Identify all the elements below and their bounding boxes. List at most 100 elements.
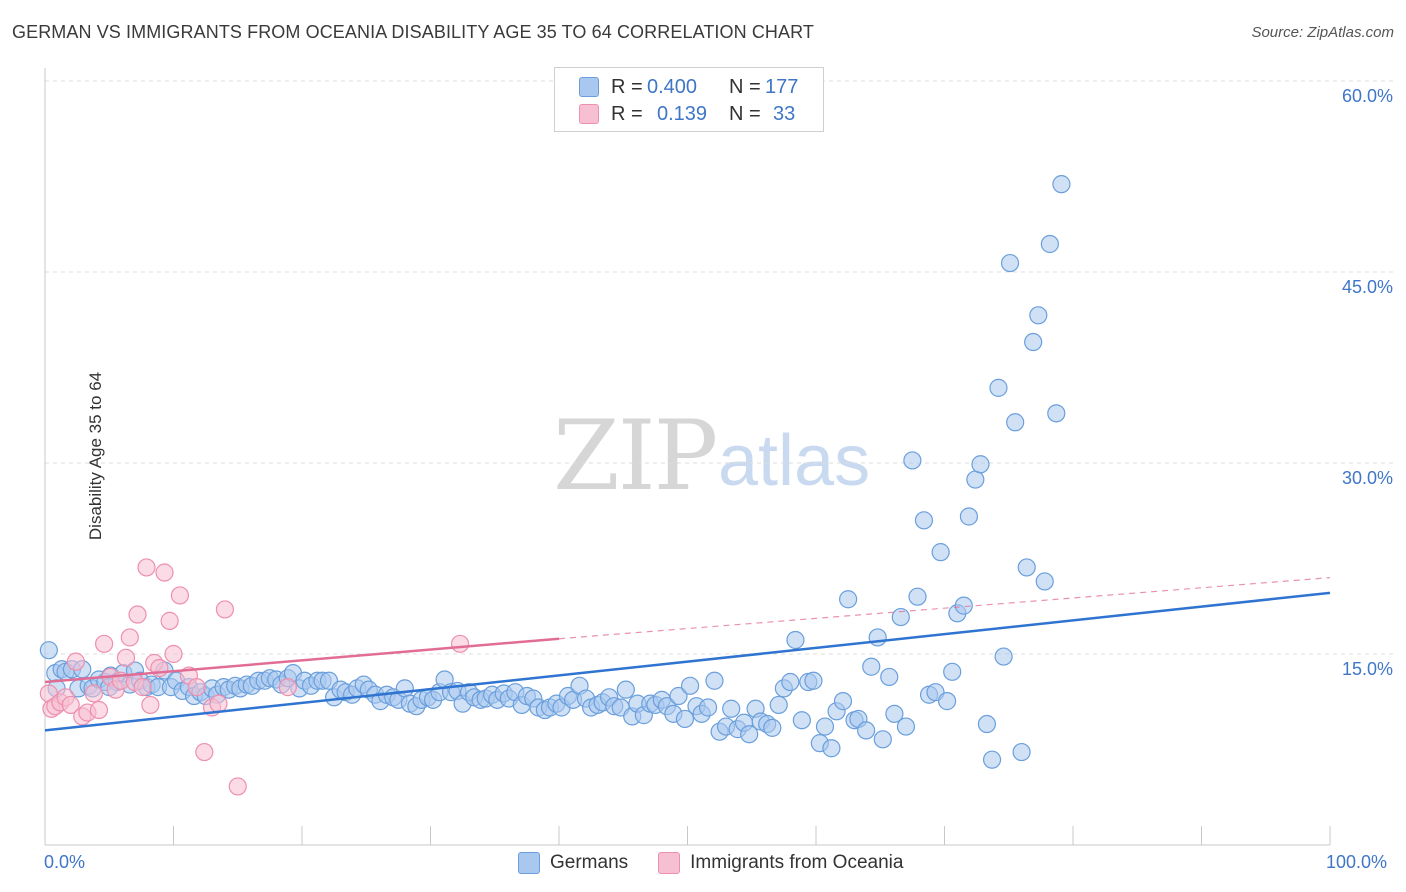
data-point <box>982 750 1002 769</box>
oceania-points <box>39 558 470 796</box>
germans-swatch <box>518 852 540 874</box>
data-point <box>1024 332 1043 352</box>
data-point <box>61 695 80 715</box>
data-point <box>228 777 247 796</box>
data-point <box>822 739 841 758</box>
data-point <box>1000 253 1020 273</box>
y-tick-label: 60.0% <box>1341 86 1393 106</box>
data-point <box>39 641 58 660</box>
n-label: N = <box>729 102 761 125</box>
data-point <box>931 543 950 562</box>
x-tick-label: 100.0% <box>1326 852 1388 872</box>
data-point <box>781 672 800 692</box>
data-point <box>839 590 858 609</box>
data-point <box>137 558 156 577</box>
y-axis-label: Disability Age 35 to 64 <box>86 371 106 541</box>
data-point <box>616 680 635 699</box>
data-point <box>698 698 718 717</box>
n-value: 177 <box>765 75 799 98</box>
series-legend: Germans Immigrants from Oceania <box>518 852 933 874</box>
source-label: Source: ZipAtlas.com <box>1251 24 1394 41</box>
y-tick-label: 45.0% <box>1341 277 1393 297</box>
r-label: R = <box>611 75 643 98</box>
data-point <box>880 667 899 687</box>
data-point <box>966 470 985 489</box>
data-point <box>954 596 973 615</box>
data-point <box>164 644 183 664</box>
stats-legend: R = 0.400 N = 177 R = 0.139 N = 33 <box>554 67 824 132</box>
data-point <box>971 455 990 474</box>
data-point <box>170 586 190 605</box>
data-point <box>705 671 724 690</box>
data-point <box>1006 413 1025 432</box>
data-point <box>1017 558 1036 577</box>
stats-row-germans: R = 0.400 N = 177 <box>579 75 798 99</box>
data-point <box>669 686 688 706</box>
germans-trend-line <box>44 591 1331 732</box>
data-point <box>977 714 997 734</box>
data-point <box>1012 742 1031 762</box>
grid-lines <box>45 80 1395 655</box>
data-point <box>959 507 979 526</box>
data-point <box>873 730 892 749</box>
data-point <box>120 628 139 647</box>
legend-label: Immigrants from Oceania <box>690 852 904 873</box>
data-point <box>763 718 782 737</box>
data-point <box>675 709 695 729</box>
data-point <box>89 700 109 720</box>
germans-swatch <box>579 77 599 97</box>
data-point <box>914 511 934 530</box>
n-value: 33 <box>773 102 796 125</box>
data-point <box>680 676 700 695</box>
oceania-swatch <box>658 852 681 874</box>
y-tick-label: 15.0% <box>1341 659 1393 679</box>
data-point <box>857 721 876 740</box>
oceania-trend-line <box>44 637 560 684</box>
trend-lines <box>44 577 1331 732</box>
data-point <box>141 695 160 715</box>
data-point <box>786 630 805 650</box>
data-point <box>95 634 114 653</box>
x-tick-label: 0.0% <box>44 852 86 872</box>
data-point <box>943 662 962 681</box>
oceania-trend-extension <box>558 577 1331 640</box>
data-point <box>792 711 811 730</box>
data-point <box>128 605 147 624</box>
oceania-swatch <box>579 104 599 124</box>
data-point <box>833 692 853 711</box>
data-point <box>908 587 927 606</box>
data-point <box>896 717 916 736</box>
legend-label: Germans <box>550 852 629 873</box>
data-point <box>815 717 835 736</box>
data-point <box>1029 306 1048 325</box>
r-value: 0.139 <box>657 102 708 125</box>
data-point <box>1040 234 1059 254</box>
data-point <box>937 692 957 711</box>
watermark-zip: ZIP <box>553 400 718 512</box>
data-point <box>155 563 174 582</box>
data-point <box>769 695 788 715</box>
data-point <box>862 657 881 676</box>
data-point <box>1047 404 1066 423</box>
n-label: N = <box>729 75 761 98</box>
data-point <box>116 648 136 667</box>
data-point <box>994 647 1013 666</box>
watermark-atlas: atlas <box>718 421 871 501</box>
data-point <box>989 378 1008 397</box>
data-point <box>868 628 887 647</box>
data-point <box>885 704 904 723</box>
legend-item-germans[interactable]: Germans <box>518 852 628 874</box>
data-point <box>740 725 759 744</box>
data-point <box>1052 175 1071 194</box>
data-point <box>903 451 922 470</box>
data-point <box>278 678 297 697</box>
data-point <box>722 699 741 718</box>
data-point <box>1035 572 1054 591</box>
data-point <box>215 600 234 619</box>
data-point <box>891 607 910 627</box>
data-point <box>209 694 228 713</box>
data-point <box>84 684 103 703</box>
legend-item-oceania[interactable]: Immigrants from Oceania <box>658 852 903 874</box>
data-point <box>395 679 414 698</box>
